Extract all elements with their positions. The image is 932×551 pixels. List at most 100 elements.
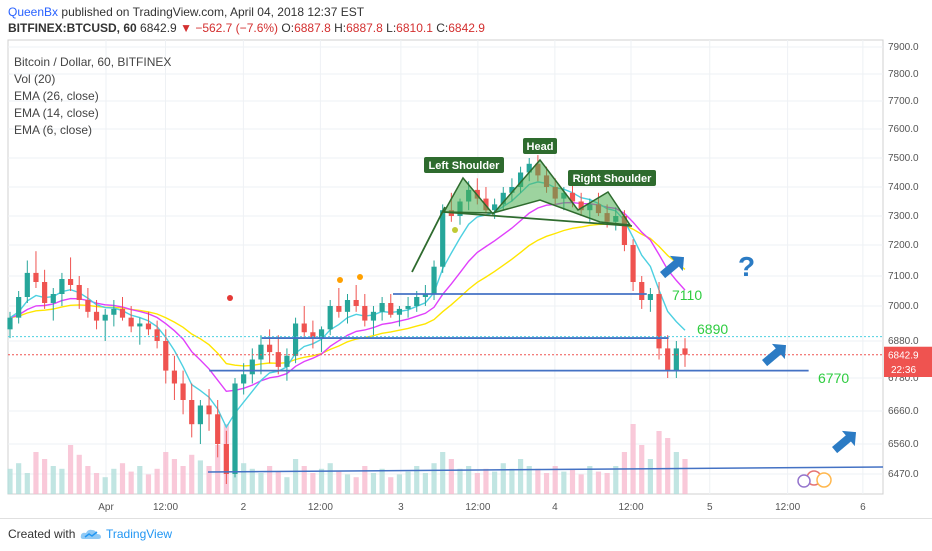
high-label: H: bbox=[334, 21, 347, 35]
signal-dot bbox=[452, 227, 458, 233]
candle-body bbox=[422, 294, 428, 297]
volume-bar bbox=[327, 463, 333, 494]
level-label: 6770 bbox=[818, 370, 849, 386]
x-tick-label: 3 bbox=[398, 502, 404, 513]
y-tick-label: 6660.0 bbox=[888, 406, 919, 417]
close-value: 6842.9 bbox=[448, 21, 485, 35]
volume-bar bbox=[362, 466, 368, 494]
x-tick-label: 12:00 bbox=[618, 502, 643, 513]
level-label: 6890 bbox=[697, 321, 728, 337]
y-tick-label: 7900.0 bbox=[888, 42, 919, 53]
candle-body bbox=[682, 348, 688, 355]
candle-body bbox=[67, 279, 74, 285]
volume-bar bbox=[665, 438, 671, 494]
candle-body bbox=[50, 294, 56, 303]
y-tick-label: 6560.0 bbox=[888, 439, 919, 450]
open-value: 6887.8 bbox=[294, 21, 331, 35]
y-tick-label: 6780.0 bbox=[888, 373, 919, 384]
volume-bar bbox=[16, 463, 22, 494]
candle-body bbox=[119, 308, 126, 318]
y-tick-label: 7800.0 bbox=[888, 69, 919, 80]
volume-bar bbox=[336, 471, 342, 494]
x-tick-label: 12:00 bbox=[465, 502, 490, 513]
low-label: L: bbox=[386, 21, 397, 35]
y-tick-label: 7100.0 bbox=[888, 271, 919, 282]
symbol-label: BITFINEX:BTCUSD, 60 bbox=[8, 21, 137, 35]
tradingview-brand[interactable]: TradingView bbox=[106, 527, 173, 541]
candle-body bbox=[206, 405, 212, 415]
close-label: C: bbox=[436, 21, 449, 35]
candle-body bbox=[517, 172, 524, 187]
candle-body bbox=[258, 344, 264, 360]
volume-bar bbox=[111, 468, 117, 494]
candle-body bbox=[569, 192, 576, 202]
head-shoulders-pattern bbox=[442, 158, 632, 226]
arrow-shape bbox=[660, 255, 685, 279]
volume-bar bbox=[448, 459, 454, 494]
volume-bar bbox=[154, 468, 160, 494]
candle-body bbox=[232, 383, 238, 474]
signal-dot bbox=[227, 295, 233, 301]
publish-info: published on TradingView.com, April 04, … bbox=[61, 5, 365, 19]
arrow-shape bbox=[762, 343, 787, 367]
candle-body bbox=[492, 204, 498, 211]
volume-bar bbox=[509, 468, 515, 494]
legend-ema26: EMA (26, close) bbox=[14, 89, 99, 103]
arrow-icon bbox=[660, 255, 685, 279]
y-tick-label: 6470.0 bbox=[888, 469, 919, 480]
legend-title: Bitcoin / Dollar, 60, BITFINEX bbox=[14, 55, 172, 69]
candle-body bbox=[673, 348, 679, 371]
chart-legend: Bitcoin / Dollar, 60, BITFINEX Vol (20) … bbox=[14, 54, 171, 139]
candle-body bbox=[128, 317, 134, 327]
volume-bar bbox=[275, 471, 281, 494]
volume-bar bbox=[310, 473, 316, 494]
volume-bar bbox=[405, 471, 411, 494]
volume-bar bbox=[431, 463, 437, 494]
candle-body bbox=[154, 329, 160, 341]
volume-bar bbox=[621, 452, 628, 494]
candle-body bbox=[215, 414, 221, 444]
candle-body bbox=[76, 285, 82, 300]
volume-bar bbox=[630, 424, 636, 494]
volume-bar bbox=[604, 473, 610, 494]
candle-body bbox=[431, 266, 437, 294]
volume-bar bbox=[189, 454, 195, 494]
last-price-tag bbox=[884, 346, 932, 363]
volume-bar bbox=[59, 468, 65, 494]
signal-dot bbox=[337, 277, 343, 283]
x-tick-label: 4 bbox=[552, 502, 558, 513]
volume-bar bbox=[241, 463, 247, 494]
question-mark: ? bbox=[738, 251, 755, 282]
y-tick-label: 7200.0 bbox=[888, 240, 919, 251]
volume-bar bbox=[145, 474, 152, 494]
event-flag-icon bbox=[797, 474, 811, 488]
candle-body bbox=[500, 192, 506, 205]
volume-bar bbox=[457, 468, 463, 494]
volume-bar bbox=[180, 466, 186, 494]
volume-bar bbox=[569, 468, 576, 494]
volume-bar bbox=[7, 468, 13, 494]
volume-bar bbox=[128, 471, 134, 494]
candle-body bbox=[370, 311, 377, 321]
price-chart[interactable]: Apr 12:00 2 12:00 3 12:00 4 12:00 5 12:00 6 7900.0 7… bbox=[0, 0, 932, 518]
candle-body bbox=[405, 306, 411, 309]
volume-bar bbox=[656, 431, 662, 494]
candle-body bbox=[24, 272, 30, 297]
annotation-box bbox=[424, 157, 504, 173]
annotation-box bbox=[523, 138, 557, 154]
candle-body bbox=[189, 400, 195, 425]
volume-bar bbox=[42, 459, 48, 494]
candle-body bbox=[42, 282, 48, 303]
author-link[interactable]: QueenBx bbox=[8, 5, 59, 19]
candle-body bbox=[163, 341, 169, 371]
footer-bar: Created with TradingView bbox=[0, 518, 932, 551]
candle-body bbox=[318, 329, 325, 339]
volume-bar bbox=[67, 445, 74, 494]
candle-body bbox=[509, 187, 515, 193]
annotation-text: Left Shoulder bbox=[429, 160, 501, 172]
candle-body bbox=[656, 294, 662, 349]
annotation-box bbox=[568, 170, 656, 186]
volume-bar bbox=[171, 459, 178, 494]
candle-body bbox=[578, 201, 584, 211]
volume-bar bbox=[526, 466, 532, 494]
